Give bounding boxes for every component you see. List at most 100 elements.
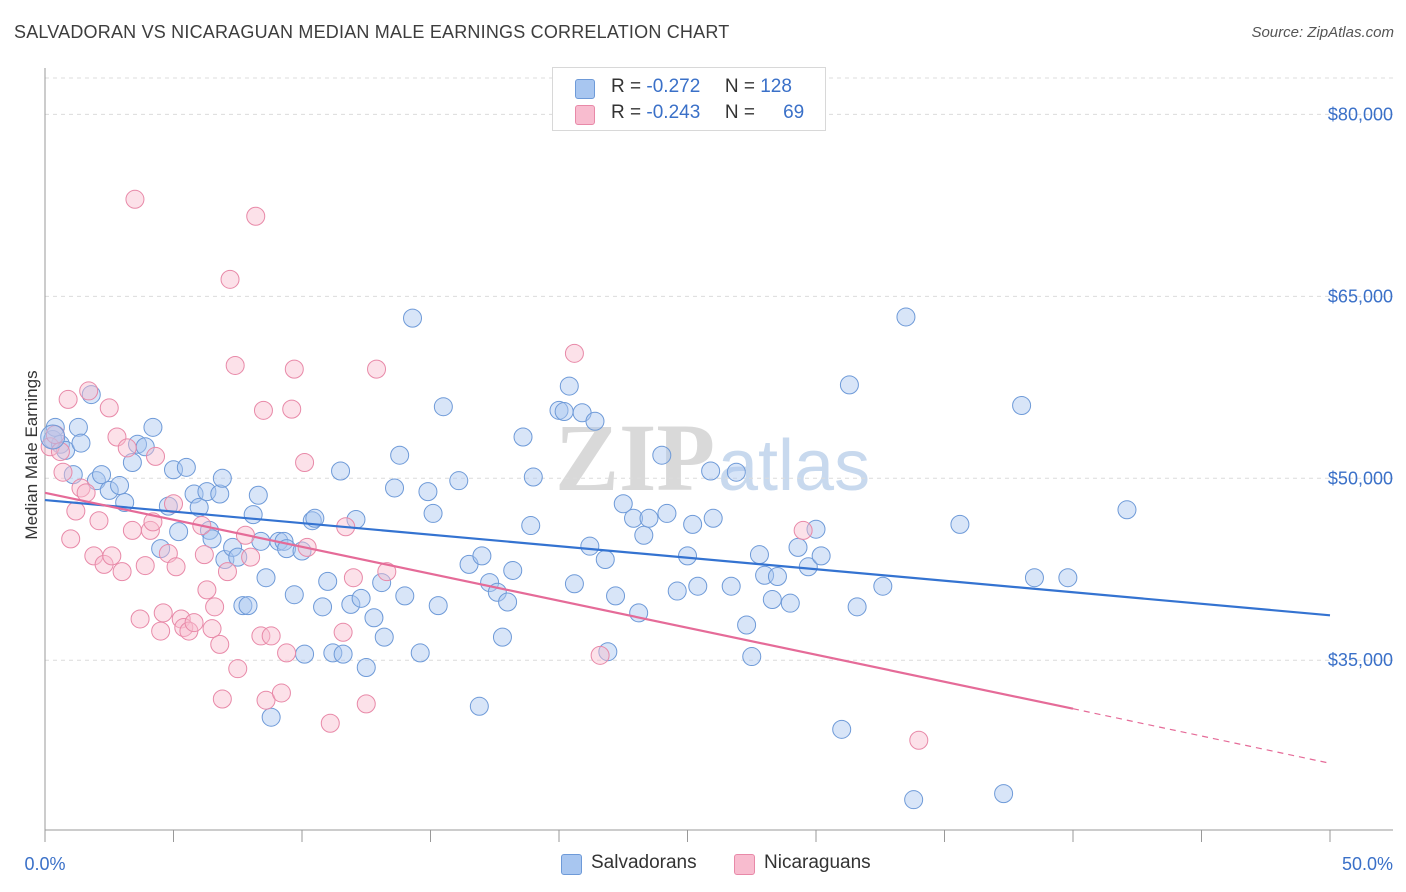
point-nicaraguans: [590, 645, 610, 665]
point-nicaraguans: [146, 446, 166, 466]
point-salvadorans: [295, 644, 315, 664]
point-salvadorans: [81, 385, 101, 405]
point-nicaraguans: [256, 690, 276, 710]
point-salvadorans: [333, 644, 353, 664]
point-salvadorans: [176, 457, 196, 477]
point-salvadorans: [839, 375, 859, 395]
trendline-nicaraguans-extension: [1072, 708, 1331, 764]
point-nicaraguans: [89, 511, 109, 531]
point-salvadorans: [449, 471, 469, 491]
point-nicaraguans: [367, 359, 387, 379]
point-salvadorans: [606, 586, 626, 606]
point-salvadorans: [613, 494, 633, 514]
point-nicaraguans: [184, 613, 204, 633]
point-nicaraguans: [197, 580, 217, 600]
point-salvadorans: [128, 434, 148, 454]
point-nicaraguans: [333, 622, 353, 642]
point-salvadorans: [261, 707, 281, 727]
point-salvadorans: [385, 478, 405, 498]
point-salvadorans: [331, 461, 351, 481]
point-salvadorans: [721, 576, 741, 596]
point-nicaraguans: [112, 562, 132, 582]
point-nicaraguans: [356, 694, 376, 714]
point-salvadorans: [86, 471, 106, 491]
point-nicaraguans: [253, 400, 273, 420]
point-nicaraguans: [212, 689, 232, 709]
point-salvadorans: [811, 546, 831, 566]
point-nicaraguans: [228, 659, 248, 679]
x-tick-label: 0.0%: [24, 854, 65, 874]
point-salvadorans: [238, 596, 258, 616]
point-salvadorans: [503, 560, 523, 580]
point-salvadorans: [904, 790, 924, 810]
point-nicaraguans: [174, 617, 194, 637]
point-salvadorans: [374, 627, 394, 647]
point-salvadorans: [580, 536, 600, 556]
point-salvadorans: [634, 525, 654, 545]
point-salvadorans: [68, 417, 88, 437]
point-nicaraguans: [909, 730, 929, 750]
point-salvadorans: [657, 503, 677, 523]
point-salvadorans: [410, 643, 430, 663]
point-nicaraguans: [202, 619, 222, 639]
point-salvadorans: [513, 427, 533, 447]
point-salvadorans: [284, 585, 304, 605]
point-salvadorans: [554, 402, 574, 422]
point-salvadorans: [202, 529, 222, 549]
point-nicaraguans: [241, 547, 261, 567]
legend-n-label: N =: [724, 76, 755, 97]
point-salvadorans: [372, 573, 392, 593]
point-salvadorans: [1024, 568, 1044, 588]
point-nicaraguans: [194, 545, 214, 565]
legend-r-value: -0.243: [646, 102, 701, 123]
point-nicaraguans: [271, 683, 291, 703]
point-nicaraguans: [225, 355, 245, 375]
point-nicaraguans: [282, 399, 302, 419]
point-nicaraguans: [246, 206, 266, 226]
point-salvadorans: [559, 376, 579, 396]
point-salvadorans: [994, 784, 1014, 804]
point-salvadorans: [585, 411, 605, 431]
point-salvadorans: [498, 592, 518, 612]
point-salvadorans: [418, 482, 438, 502]
point-salvadorans-large: [40, 424, 66, 450]
point-salvadorans: [189, 497, 209, 517]
point-nicaraguans: [151, 621, 171, 641]
point-nicaraguans: [102, 546, 122, 566]
x-tick-label: 50.0%: [1342, 854, 1393, 874]
point-nicaraguans: [135, 556, 155, 576]
point-salvadorans: [356, 657, 376, 677]
point-salvadorans: [1117, 500, 1137, 520]
point-nicaraguans: [564, 343, 584, 363]
point-salvadorans: [624, 508, 644, 528]
point-salvadorans: [950, 514, 970, 534]
point-salvadorans: [762, 590, 782, 610]
point-nicaraguans: [251, 626, 271, 646]
point-nicaraguans: [343, 568, 363, 588]
legend-swatch-salvadorans: [575, 79, 595, 99]
point-salvadorans: [767, 567, 787, 587]
trendline-salvadorans: [44, 498, 1331, 617]
point-salvadorans: [896, 307, 916, 327]
point-nicaraguans: [153, 603, 173, 623]
point-nicaraguans: [205, 597, 225, 617]
bottom-legend-swatch-salvadorans: [561, 854, 582, 875]
point-salvadorans: [212, 468, 232, 488]
bottom-legend-swatch-nicaraguans: [734, 854, 755, 875]
point-nicaraguans: [217, 562, 237, 582]
bottom-legend-label: Nicaraguans: [764, 852, 871, 873]
point-salvadorans: [742, 647, 762, 667]
point-salvadorans: [256, 568, 276, 588]
point-salvadorans: [428, 596, 448, 616]
point-salvadorans: [313, 597, 333, 617]
point-salvadorans: [832, 719, 852, 739]
point-salvadorans: [433, 397, 453, 417]
point-nicaraguans: [320, 713, 340, 733]
point-nicaraguans: [164, 494, 183, 514]
point-nicaraguans: [53, 462, 73, 482]
point-nicaraguans: [261, 626, 281, 646]
point-salvadorans: [1012, 395, 1032, 415]
point-salvadorans: [472, 546, 492, 566]
y-tick-label: $50,000: [1328, 468, 1393, 488]
